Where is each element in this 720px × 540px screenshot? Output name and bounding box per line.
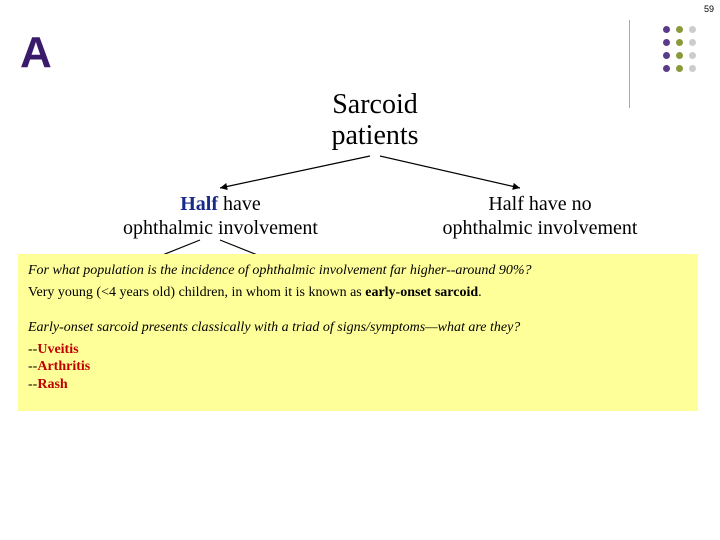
answer-1-part-c: .	[478, 285, 482, 300]
question-2: Early-onset sarcoid presents classically…	[28, 319, 688, 337]
right-branch-label: Half have no ophthalmic involvement	[420, 192, 660, 240]
divider-line	[629, 20, 630, 108]
dots-col-1	[663, 26, 670, 72]
dot-icon	[676, 52, 683, 59]
tree-root-title: Sarcoid patients	[305, 90, 445, 152]
answer-1: Very young (<4 years old) children, in w…	[28, 284, 688, 302]
left-line2: ophthalmic involvement	[123, 217, 318, 239]
dot-icon	[663, 52, 670, 59]
triad-item-3: --Rash	[28, 376, 688, 394]
question-1: For what population is the incidence of …	[28, 262, 688, 280]
answer-1-part-a: Very young (<4 years old) children, in w…	[28, 285, 365, 300]
section-letter: A	[20, 28, 52, 78]
prefix: --	[28, 342, 37, 357]
dot-icon	[689, 65, 696, 72]
title-line-1: Sarcoid	[332, 89, 418, 120]
dot-icon	[676, 26, 683, 33]
dot-icon	[663, 39, 670, 46]
dots-col-3	[689, 26, 696, 72]
left-branch-label: Half have ophthalmic involvement	[98, 192, 343, 240]
title-line-2: patients	[331, 120, 418, 151]
half-emphasis: Half	[180, 193, 218, 215]
dot-icon	[663, 26, 670, 33]
dots-col-2	[676, 26, 683, 72]
dot-icon	[676, 39, 683, 46]
prefix: --	[28, 359, 37, 374]
decorative-dots	[663, 26, 696, 72]
triad-term: Arthritis	[37, 359, 90, 374]
dot-icon	[689, 26, 696, 33]
dot-icon	[689, 39, 696, 46]
right-line1: Half have no	[488, 193, 591, 215]
dot-icon	[676, 65, 683, 72]
triad-item-1: --Uveitis	[28, 341, 688, 359]
dot-icon	[689, 52, 696, 59]
prefix: --	[28, 377, 37, 392]
right-line2: ophthalmic involvement	[443, 217, 638, 239]
answer-1-bold: early-onset sarcoid	[365, 285, 478, 300]
dot-icon	[663, 65, 670, 72]
triad-item-2: --Arthritis	[28, 358, 688, 376]
spacer	[28, 305, 688, 319]
triad-term: Rash	[37, 377, 67, 392]
left-line1-rest: have	[218, 193, 261, 215]
tree-branch-arrows	[180, 154, 540, 194]
page-number: 59	[704, 4, 714, 14]
info-callout-box: For what population is the incidence of …	[18, 254, 698, 411]
triad-term: Uveitis	[37, 342, 78, 357]
